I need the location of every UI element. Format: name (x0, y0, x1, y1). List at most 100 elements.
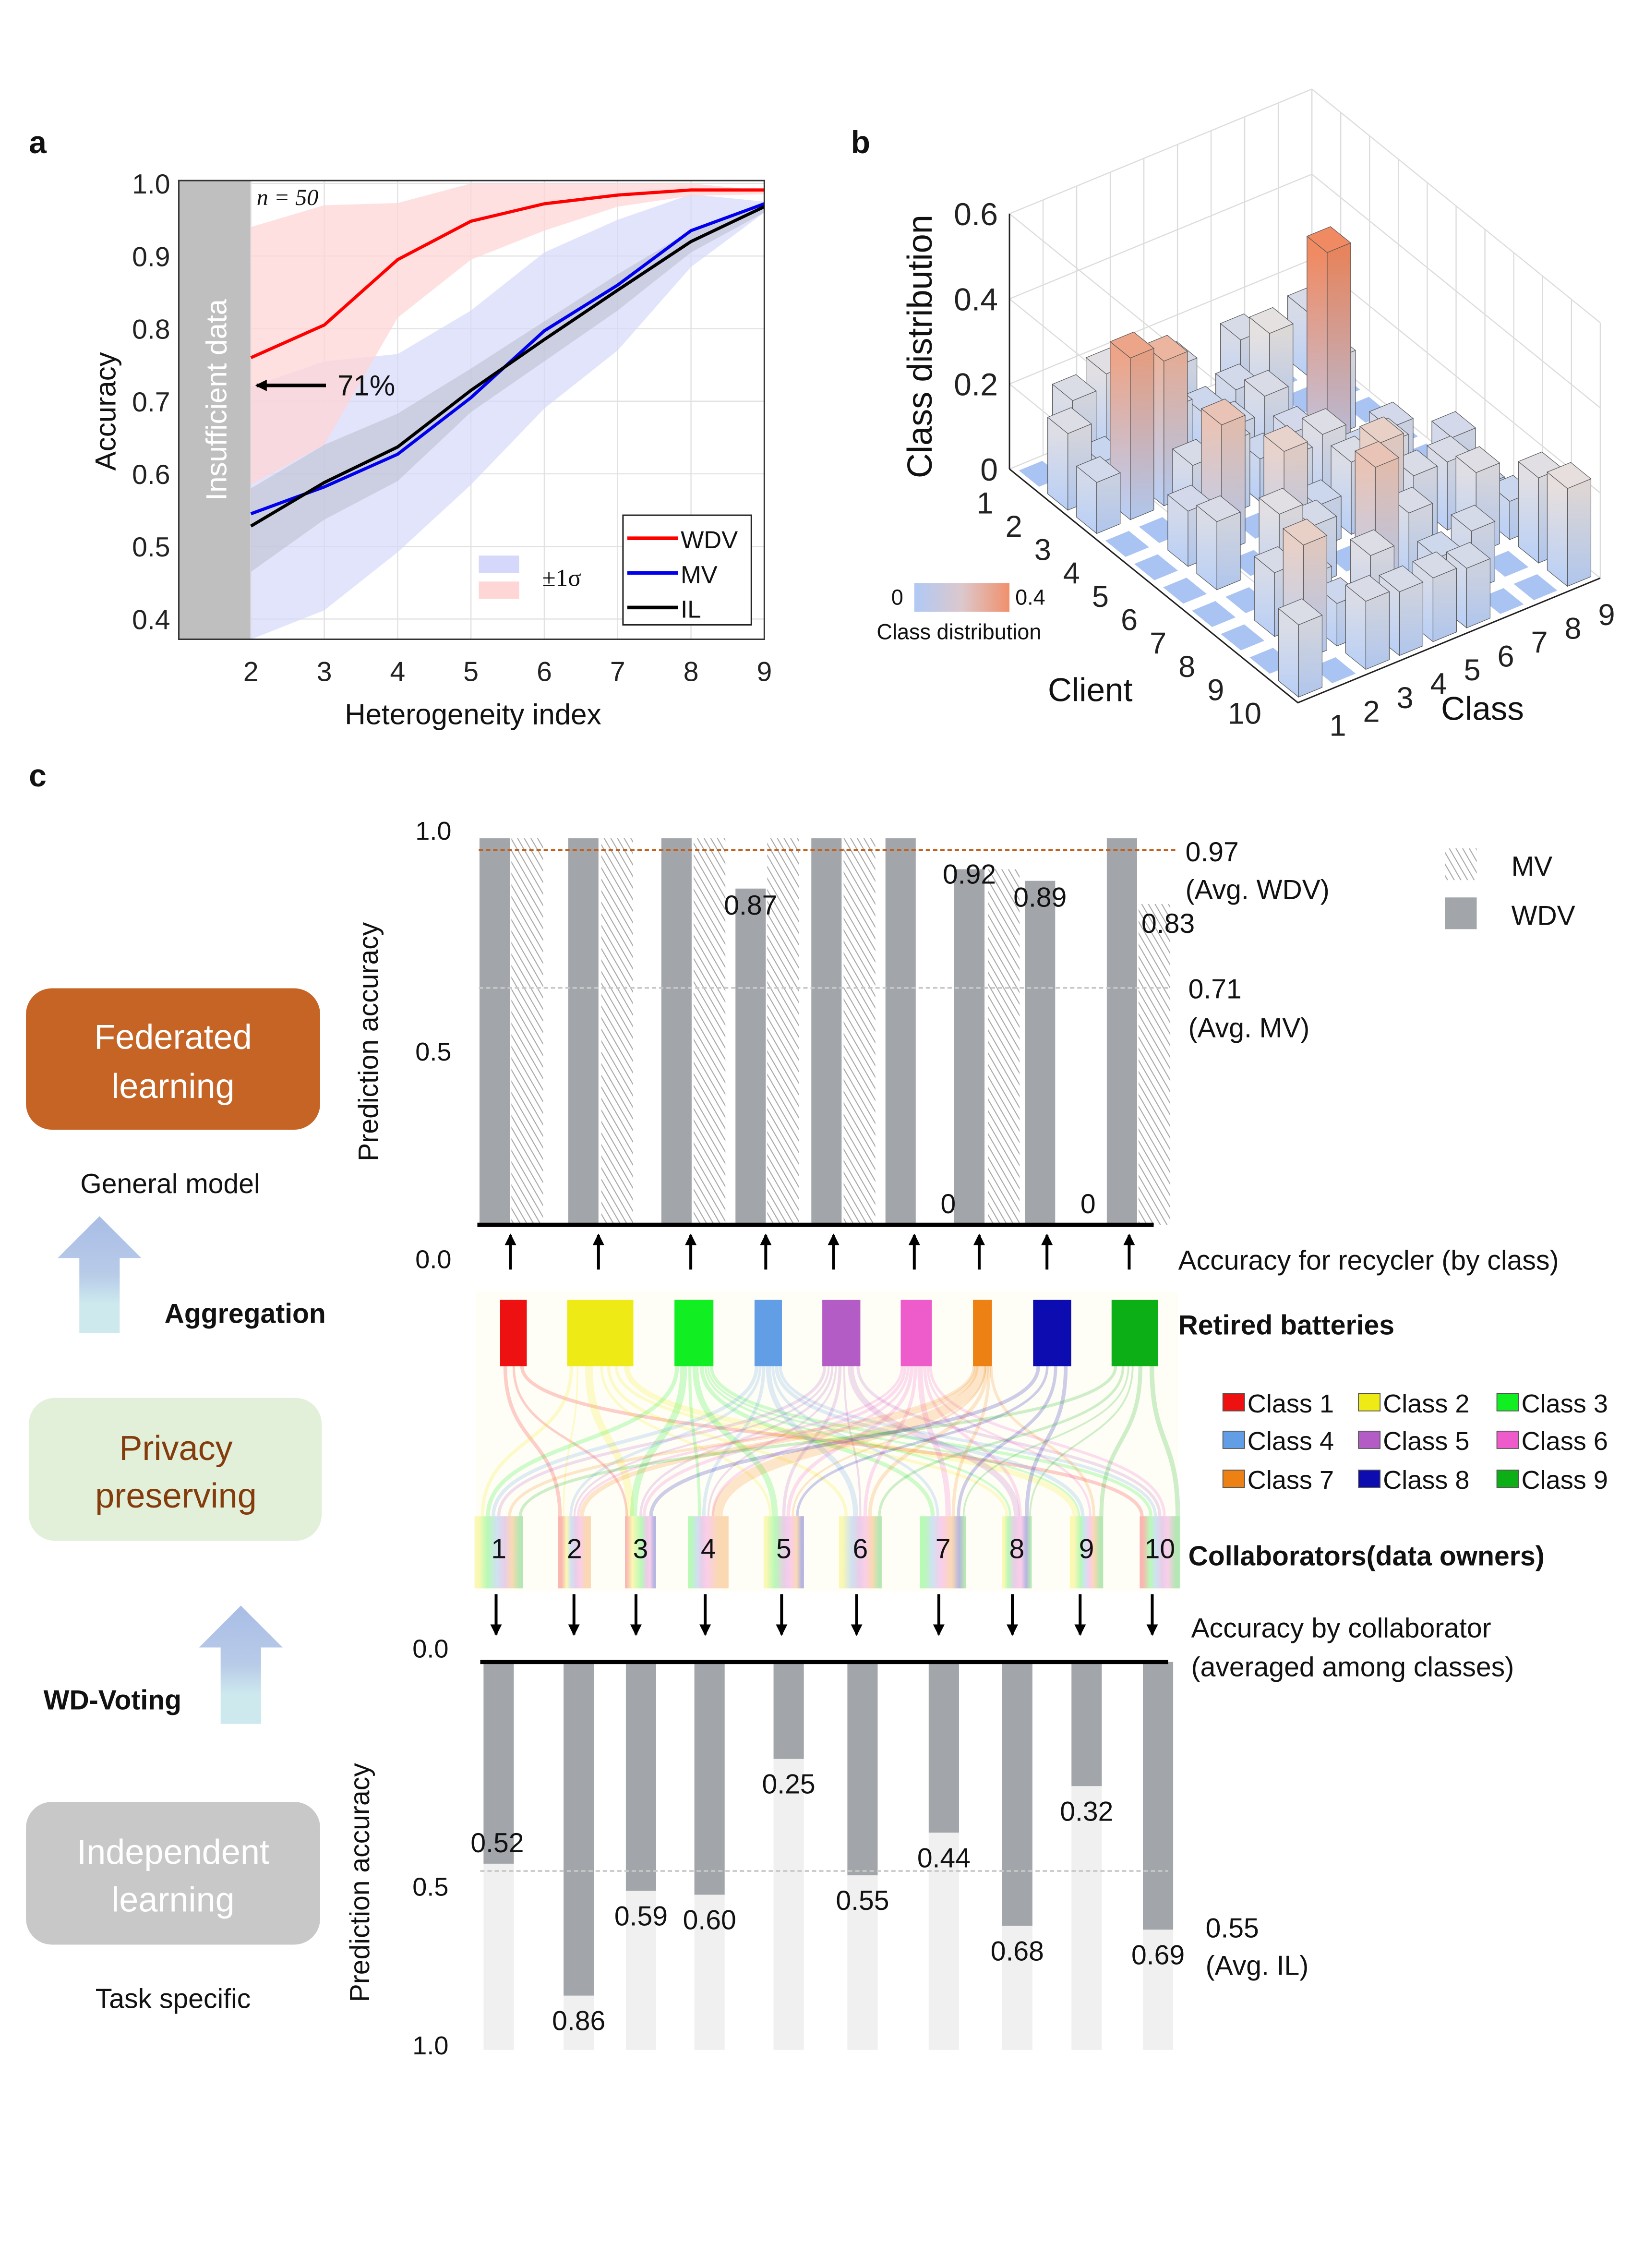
collab-caption-1: Accuracy by collaborator (1191, 1613, 1491, 1644)
il-bar (625, 1662, 656, 1891)
class-legend-label: Class 4 (1248, 1427, 1334, 1456)
bar-face-top (1258, 488, 1304, 515)
bar-face-top (1306, 226, 1352, 253)
flow-link (480, 1366, 573, 1517)
z-tick-label: 0.2 (954, 367, 998, 403)
insufficient-data-label: Insufficient data (201, 299, 233, 500)
aggregation-label: Aggregation (165, 1299, 326, 1329)
flow-link (951, 1366, 991, 1517)
collaborator-number: 9 (1079, 1533, 1094, 1564)
il-bar (1071, 1662, 1102, 1786)
mv-bar (511, 838, 543, 1225)
client-tick-label: 5 (1092, 580, 1109, 614)
line-il (250, 205, 765, 528)
bar-value-label: 0.83 (1141, 908, 1195, 939)
panel-a-ylabel: Accuracy (89, 352, 121, 470)
il-bar (694, 1662, 725, 1895)
bar-face-shade (1298, 615, 1322, 697)
y-tick-label: 0.9 (132, 241, 170, 272)
class-legend-label: Class 3 (1522, 1389, 1608, 1418)
flow-link (573, 1366, 830, 1517)
bar-zero-tile (1480, 588, 1524, 614)
colorbar-max: 0.4 (1015, 585, 1045, 609)
bar-3d (1076, 456, 1121, 534)
il-bar (928, 1662, 959, 1833)
bar-value-label: 0 (941, 1189, 956, 1219)
wdv-bar (954, 869, 985, 1225)
flow-link (1025, 1366, 1068, 1517)
class-tick-label: 5 (1464, 653, 1480, 687)
flow-link (518, 1366, 1117, 1517)
flow-link (792, 1366, 986, 1517)
class-legend-label: Class 8 (1383, 1466, 1469, 1495)
line-wdv (250, 188, 765, 360)
flow-link (863, 1366, 917, 1517)
battery-class-block (674, 1300, 714, 1366)
wdv-bar (811, 838, 842, 1225)
y-tick-label: 0.7 (132, 387, 170, 418)
flow-link (709, 1366, 1153, 1517)
y-tick-label: 0.6 (132, 459, 170, 490)
flow-link (699, 1366, 935, 1517)
flow-link (512, 1366, 628, 1517)
bar-face-top (1052, 374, 1097, 401)
x-tick-label: 4 (390, 657, 405, 688)
mv-bar (988, 869, 1020, 1225)
collaborator-accuracy-bar-chart: 0.52 0.86 0.59 0.60 0.25 0.55 0.44 0.68 0.32 0.69 (470, 1660, 1185, 2050)
flow-link (779, 1366, 1157, 1517)
independent-line2: learning (111, 1881, 235, 1919)
y-tick-label: 0.4 (132, 604, 170, 635)
flow-link (639, 1366, 834, 1517)
bar-zero-tile (1221, 624, 1265, 651)
y-tick-label: 0.5 (132, 532, 170, 563)
flow-link (569, 1366, 762, 1517)
top-ylabel: Prediction accuracy (353, 922, 384, 1161)
wd-voting-arrow-icon (199, 1605, 283, 1724)
class-swatch (1222, 1470, 1245, 1488)
bar-value-label: 0.68 (991, 1936, 1044, 1966)
band-legend-wdv (479, 581, 519, 599)
collaborators-label: Collaborators(data owners) (1188, 1541, 1545, 1571)
band-legend-label: ±1σ (542, 564, 581, 591)
flow-link (782, 1366, 842, 1517)
client-tick-label: 7 (1150, 627, 1166, 660)
independent-line1: Independent (77, 1833, 269, 1871)
battery-class-block (900, 1300, 932, 1366)
band-mv (251, 194, 765, 639)
flow-link (786, 1366, 913, 1517)
class-legend-label: Class 6 (1522, 1427, 1608, 1456)
flow-link (929, 1366, 1166, 1517)
flow-link (962, 1366, 1129, 1517)
bar-value-label: 0.59 (614, 1901, 668, 1932)
flow-link (486, 1366, 679, 1517)
client-tick-label: 6 (1121, 603, 1138, 637)
bar-face-top (1263, 425, 1308, 452)
wdv-bar (885, 838, 916, 1225)
class-tick-label: 2 (1363, 695, 1380, 729)
flow-link (642, 1366, 907, 1517)
bar-face-shade (1567, 479, 1591, 587)
x-tick-label: 8 (684, 657, 699, 688)
independent-learning-box: Independent learning (26, 1802, 320, 1945)
flow-link (868, 1366, 989, 1517)
flow-link (712, 1365, 986, 1517)
avg-mv-caption: (Avg. MV) (1188, 1013, 1310, 1044)
band-il (251, 201, 765, 572)
top-ytick-0: 0.0 (415, 1245, 451, 1274)
x-tick-label: 9 (757, 657, 772, 688)
collaborator-block (763, 1516, 804, 1589)
battery-collaborator-flow: 1 2 3 4 5 6 7 8 9 10 (474, 1291, 1180, 1636)
il-bar (483, 1662, 514, 1864)
bar-face-top (1359, 416, 1404, 444)
bar-face-top (1248, 307, 1294, 334)
il-bar (773, 1662, 804, 1759)
bar-face-top (1446, 542, 1491, 569)
collab-caption-2: (averaged among classes) (1191, 1652, 1514, 1683)
il-bar (847, 1662, 878, 1876)
battery-class-block (973, 1300, 992, 1366)
class-legend-label: Class 5 (1383, 1427, 1469, 1456)
flow-link (497, 1366, 827, 1517)
bar-zero-tile (1192, 601, 1236, 627)
n-annotation: n = 50 (257, 185, 319, 210)
